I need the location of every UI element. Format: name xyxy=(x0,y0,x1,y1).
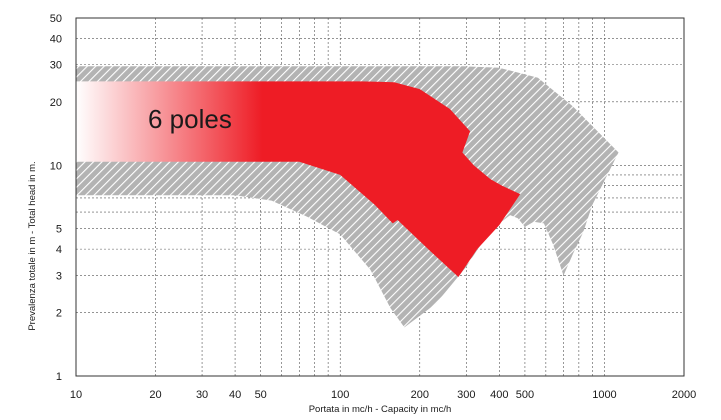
x-tick-label: 100 xyxy=(331,389,349,401)
six-poles-region xyxy=(76,81,521,278)
x-tick-label: 2000 xyxy=(672,389,696,401)
x-axis-label: Portata in mc/h - Capacity in mc/h xyxy=(309,404,452,415)
y-tick-label: 4 xyxy=(56,244,62,256)
y-tick-label: 10 xyxy=(50,160,62,172)
region-label: 6 poles xyxy=(148,104,232,134)
x-tick-label: 500 xyxy=(516,389,534,401)
y-tick-label: 3 xyxy=(56,270,62,282)
x-tick-label: 300 xyxy=(457,389,475,401)
y-axis-ticks: 1 2 3 4 5 10 20 30 40 50 xyxy=(50,13,62,383)
x-tick-label: 400 xyxy=(490,389,508,401)
y-tick-label: 50 xyxy=(50,13,62,25)
x-tick-label: 1000 xyxy=(592,389,616,401)
y-tick-label: 1 xyxy=(56,371,62,383)
plot-frame xyxy=(75,17,685,377)
x-tick-label: 10 xyxy=(70,389,82,401)
x-tick-label: 20 xyxy=(149,389,161,401)
x-axis-ticks: 10 20 30 40 50 100 200 300 400 500 1000 2000 xyxy=(70,389,696,401)
y-tick-label: 30 xyxy=(50,60,62,72)
y-tick-label: 20 xyxy=(50,97,62,109)
x-tick-label: 50 xyxy=(255,389,267,401)
x-tick-label: 200 xyxy=(411,389,429,401)
y-tick-label: 5 xyxy=(56,224,62,236)
y-tick-label: 2 xyxy=(56,308,62,320)
x-tick-label: 30 xyxy=(196,389,208,401)
x-tick-label: 40 xyxy=(229,389,241,401)
y-tick-label: 40 xyxy=(50,33,62,45)
y-axis-label: Prevalenza totale in m - Total head in m… xyxy=(27,161,38,330)
